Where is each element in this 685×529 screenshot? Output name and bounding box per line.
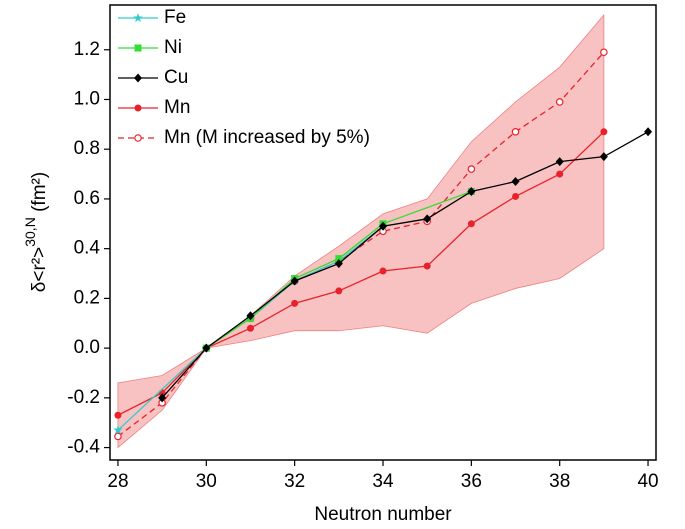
x-tick-label: 40 (637, 471, 658, 492)
legend-marker (134, 104, 142, 112)
legend-marker (133, 13, 143, 23)
x-tick-label: 36 (461, 471, 482, 492)
marker (555, 157, 564, 167)
legend-marker (134, 44, 142, 52)
marker (246, 311, 255, 321)
y-tick-label: 0.6 (74, 188, 100, 209)
marker (600, 48, 608, 57)
marker (202, 343, 211, 353)
marker (158, 393, 167, 403)
y-label-part: (fm²) (29, 172, 50, 217)
marker (511, 128, 520, 136)
y-tick-label: 0.0 (74, 337, 100, 358)
uncertainty-band (117, 13, 605, 449)
marker (467, 220, 475, 228)
y-label-sup: 30,N (22, 217, 38, 247)
marker (423, 262, 431, 270)
marker (599, 152, 608, 162)
marker (556, 170, 564, 178)
marker (379, 221, 387, 231)
x-axis-label: Neutron number (314, 504, 452, 525)
marker (334, 259, 343, 269)
legend-label: Fe (164, 7, 186, 28)
marker (555, 98, 564, 106)
marker (290, 276, 299, 286)
marker (113, 425, 123, 435)
legend-label: Ni (164, 37, 182, 58)
marker (644, 127, 653, 137)
x-tick-label: 34 (372, 471, 394, 492)
y-tick-label: -0.2 (67, 387, 100, 408)
marker (291, 299, 299, 307)
y-label-part: δ<r²> (29, 247, 50, 292)
series-line (205, 190, 472, 349)
legend-label: Mn (M increased by 5%) (164, 127, 370, 148)
marker (335, 287, 343, 295)
marker (335, 255, 343, 263)
x-tick-label: 38 (549, 471, 570, 492)
series-line (117, 225, 384, 431)
x-tick-label: 30 (196, 471, 217, 492)
legend-label: Mn (164, 97, 190, 118)
marker (114, 411, 122, 419)
marker (423, 214, 432, 224)
y-tick-label: 1.2 (74, 39, 100, 60)
y-tick-label: 0.4 (74, 238, 101, 259)
marker (114, 432, 122, 441)
series-line (161, 131, 649, 399)
x-tick-label: 32 (284, 471, 305, 492)
marker (467, 186, 476, 196)
marker (600, 128, 608, 136)
y-tick-label: 0.2 (74, 287, 100, 308)
marker (379, 267, 387, 275)
y-tick-label: -0.4 (67, 437, 100, 458)
y-tick-label: 0.8 (74, 138, 100, 159)
marker (467, 165, 476, 173)
y-tick-label: 1.0 (74, 88, 100, 109)
legend-marker (134, 73, 142, 83)
marker (512, 192, 520, 200)
legend-marker (134, 134, 142, 142)
marker (511, 177, 520, 187)
legend-label: Cu (164, 67, 188, 88)
x-tick-label: 28 (107, 471, 128, 492)
marker (246, 324, 254, 332)
y-axis-label: δ<r²>30,N (fm²) (22, 172, 50, 292)
